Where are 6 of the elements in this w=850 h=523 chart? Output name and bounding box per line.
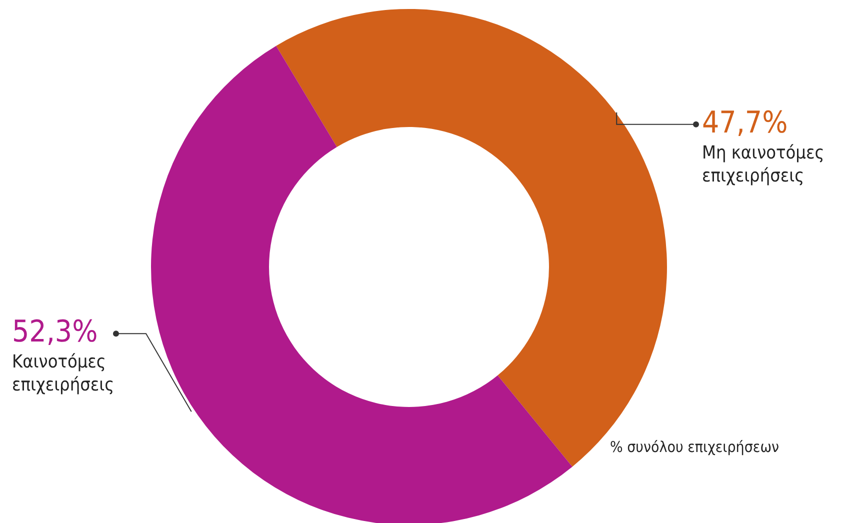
data-label: 52,3% [12, 314, 98, 350]
slice-label: Καινοτόμες επιχειρήσεις [12, 352, 114, 396]
slice-label: Μη καινοτόμες επιχειρήσεις [702, 142, 824, 186]
text: % συνόλου επιχειρήσεων [610, 438, 780, 456]
data-label: 47,7% [702, 105, 788, 140]
donut-slice [151, 46, 572, 523]
